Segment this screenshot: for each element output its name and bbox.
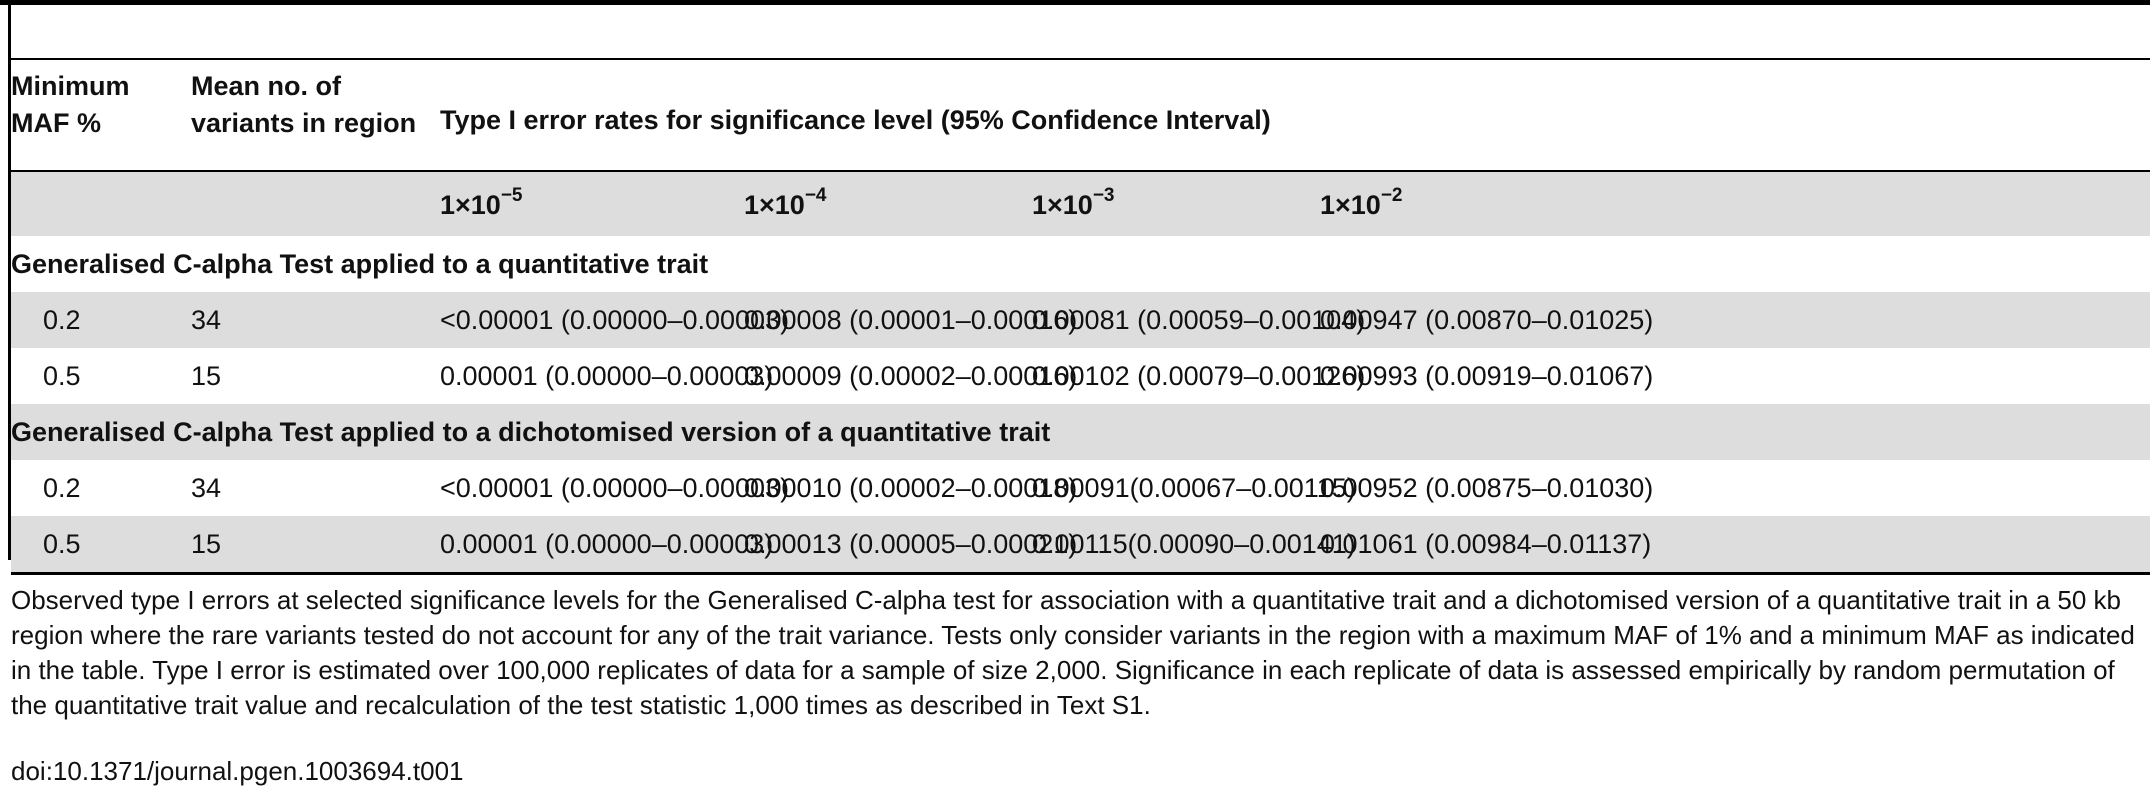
cell-rate-1e-4: 0.00008 (0.00001–0.00016)	[744, 292, 1077, 348]
header-min-maf: Minimum MAF %	[11, 71, 130, 138]
level-1e-2: 1×10−2	[1320, 170, 2150, 236]
cell-mean-variants: 34	[191, 472, 222, 503]
section-title-row: Generalised C-alpha Test applied to a qu…	[11, 236, 2150, 292]
significance-level-row: 1×10−5 1×10−4 1×10−3 1×10−2	[11, 170, 2150, 236]
section-title: Generalised C-alpha Test applied to a di…	[11, 404, 2150, 460]
cell-rate-1e-2: 0.00947 (0.00870–0.01025)	[1320, 292, 2150, 348]
cell-rate-1e-5: <0.00001 (0.00000–0.00003)	[440, 472, 790, 503]
cell-min-maf: 0.2	[43, 304, 81, 335]
cell-rate-1e-3: 0.00091(0.00067–0.00115)	[1032, 472, 1356, 503]
cell-rate-1e-2: 0.00952 (0.00875–0.01030)	[1320, 472, 1654, 503]
section-title-row: Generalised C-alpha Test applied to a di…	[11, 404, 2150, 460]
cell-min-maf: 0.2	[43, 472, 81, 503]
cell-rate-1e-5: <0.00001 (0.00000–0.00003)	[440, 292, 789, 348]
cell-min-maf: 0.5	[43, 360, 81, 391]
level-1e-3: 1×10−3	[1032, 170, 1320, 236]
cell-rate-1e-2: 0.00993 (0.00919–0.01067)	[1320, 360, 1654, 391]
table-caption: Observed type I errors at selected signi…	[11, 585, 2135, 720]
header-row: Minimum MAF % Mean no. of variants in re…	[11, 60, 2150, 171]
header-top-rule	[11, 58, 2150, 60]
cell-rate-1e-3: 0.00081 (0.00059–0.00104)	[1032, 292, 1365, 348]
cell-rate-1e-5: 0.00001 (0.00000–0.00003)	[440, 516, 773, 575]
doi-link[interactable]: doi:10.1371/journal.pgen.1003694.t001	[11, 756, 464, 786]
header-mean-variants: Mean no. of variants in region	[191, 71, 417, 138]
level-1e-5: 1×10−5	[440, 170, 744, 236]
cell-rate-1e-4: 0.00013 (0.00005–0.00021)	[744, 516, 1077, 575]
table-row: 0.5 15 0.00001 (0.00000–0.00003) 0.00009…	[11, 348, 2150, 404]
cell-mean-variants: 34	[191, 292, 440, 348]
cell-min-maf: 0.5	[43, 528, 81, 559]
left-border	[8, 0, 11, 560]
level-1e-4: 1×10−4	[744, 170, 1032, 236]
cell-rate-1e-4: 0.00009 (0.00002–0.00016)	[744, 360, 1078, 391]
cell-rate-1e-4: 0.00010 (0.00002–0.00018)	[744, 472, 1078, 503]
cell-rate-1e-5: 0.00001 (0.00000–0.00003)	[440, 360, 774, 391]
top-border	[0, 0, 2150, 5]
cell-rate-1e-3: 0.00115(0.00090–0.00141)	[1032, 516, 1356, 575]
table-row: 0.5 15 0.00001 (0.00000–0.00003) 0.00013…	[11, 516, 2150, 575]
cell-rate-1e-2: 0.01061 (0.00984–0.01137)	[1320, 516, 2150, 575]
cell-rate-1e-3: 0.00102 (0.00079–0.00126)	[1032, 360, 1366, 391]
cell-mean-variants: 15	[191, 516, 440, 575]
type-i-error-table: Minimum MAF % Mean no. of variants in re…	[11, 60, 2150, 575]
header-type-i-error: Type I error rates for significance leve…	[440, 104, 1271, 135]
table-row: 0.2 34 <0.00001 (0.00000–0.00003) 0.0001…	[11, 460, 2150, 516]
cell-mean-variants: 15	[191, 360, 222, 391]
section-title: Generalised C-alpha Test applied to a qu…	[11, 248, 709, 279]
table-row: 0.2 34 <0.00001 (0.00000–0.00003) 0.0000…	[11, 292, 2150, 348]
